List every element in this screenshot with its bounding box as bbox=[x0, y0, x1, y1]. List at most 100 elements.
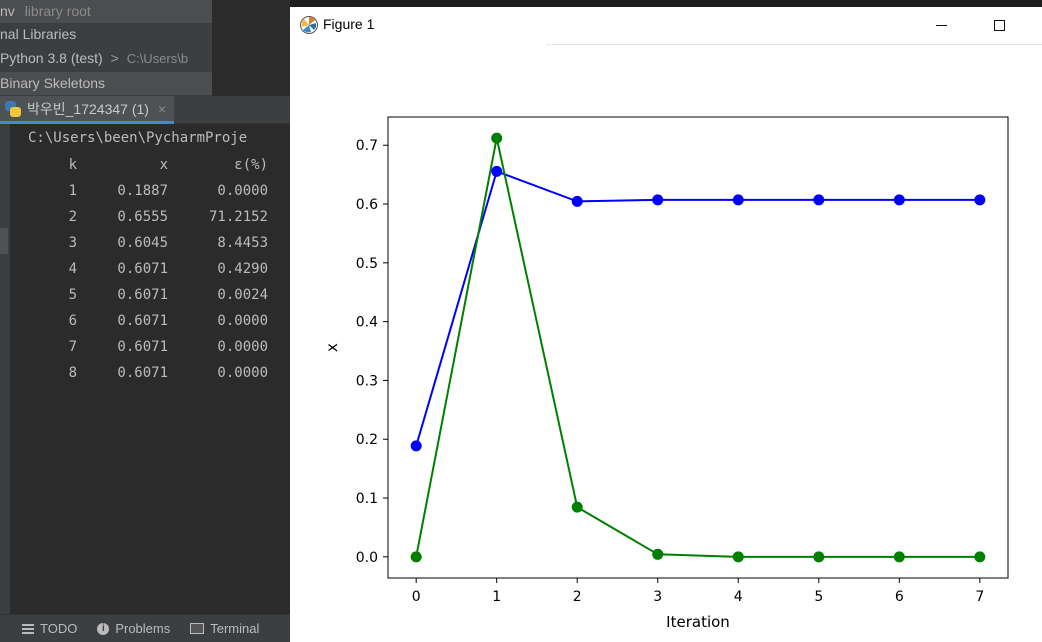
todo-button[interactable]: TODO bbox=[22, 621, 77, 636]
series-0-point bbox=[410, 440, 422, 452]
chevron-right-icon: > bbox=[110, 50, 119, 66]
window-top-edge bbox=[290, 0, 1042, 7]
tree-row-label: nal Libraries bbox=[0, 26, 77, 42]
terminal-label: Terminal bbox=[210, 621, 260, 636]
y-tick-label: 0.7 bbox=[356, 138, 378, 154]
cell-x: 0.6071 bbox=[117, 261, 168, 277]
series-1-point bbox=[410, 551, 422, 563]
table-row: 7 0.6071 0.0000 bbox=[10, 339, 290, 361]
tree-row-binary-skeletons[interactable]: Binary Skeletons bbox=[0, 72, 212, 95]
cell-x: 0.6045 bbox=[117, 235, 168, 251]
y-tick-label: 0.1 bbox=[356, 491, 378, 507]
tree-row-muted-label: library root bbox=[24, 3, 91, 19]
cell-k: 6 bbox=[68, 313, 77, 329]
table-row: 4 0.6071 0.4290 bbox=[10, 261, 290, 283]
table-header: k x ε(%) bbox=[10, 157, 290, 179]
python-icon bbox=[4, 100, 22, 118]
interpreter-path: C:\Users\b bbox=[126, 51, 189, 66]
cell-error: 0.4290 bbox=[217, 261, 268, 277]
axes-frame bbox=[387, 116, 1009, 579]
x-tick-label: 0 bbox=[412, 589, 421, 605]
problems-button[interactable]: i Problems bbox=[97, 621, 170, 636]
plot-canvas[interactable]: 0 1 2 3 4 5 6 7 0.0 0.1 0.2 0.3 0.4 0.5 0.6 0.7 Iteratio… bbox=[290, 44, 1042, 642]
cell-error: 71.2152 bbox=[208, 209, 268, 225]
table-row: 5 0.6071 0.0024 bbox=[10, 287, 290, 309]
panel-divider bbox=[212, 0, 290, 96]
series-0-line bbox=[415, 170, 980, 447]
series-0-point bbox=[974, 194, 986, 206]
cell-k: 3 bbox=[68, 235, 77, 251]
minimize-icon bbox=[935, 25, 947, 26]
run-tabbar: 박우빈_1724347 (1) × bbox=[0, 96, 290, 124]
tree-row-external-libraries[interactable]: nal Libraries bbox=[0, 23, 76, 46]
console-command: C:\Users\been\PycharmProje bbox=[28, 130, 248, 146]
cell-k: 2 bbox=[68, 209, 77, 225]
project-tree: nv library root nal Libraries Python 3.8… bbox=[0, 0, 290, 96]
cell-k: 7 bbox=[68, 339, 77, 355]
x-tick-label: 5 bbox=[814, 589, 823, 605]
titlebar-separator bbox=[546, 44, 1042, 45]
maximize-icon bbox=[993, 20, 1005, 31]
y-tick-label: 0.5 bbox=[356, 256, 378, 272]
series-0-point bbox=[491, 165, 503, 177]
table-row: 3 0.6045 8.4453 bbox=[10, 235, 290, 257]
series-1-point bbox=[893, 551, 905, 563]
minimize-button[interactable] bbox=[918, 7, 964, 44]
table-row: 8 0.6071 0.0000 bbox=[10, 365, 290, 387]
tree-row-label: Python 3.8 (test) bbox=[0, 50, 103, 66]
y-tick-label: 0.4 bbox=[356, 315, 378, 331]
y-tick-label: 0.3 bbox=[356, 373, 378, 389]
header-k: k bbox=[68, 157, 77, 173]
cell-x: 0.6555 bbox=[117, 209, 168, 225]
list-icon bbox=[22, 623, 34, 634]
pycharm-ide: nv library root nal Libraries Python 3.8… bbox=[0, 0, 290, 642]
run-toolbar-gutter bbox=[0, 124, 10, 614]
figure-titlebar[interactable]: Figure 1 bbox=[290, 7, 1042, 44]
cell-error: 0.0000 bbox=[217, 183, 268, 199]
x-tick-label: 3 bbox=[653, 589, 662, 605]
run-tab[interactable]: 박우빈_1724347 (1) × bbox=[0, 96, 175, 124]
table-row: 2 0.6555 71.2152 bbox=[10, 209, 290, 231]
cell-k: 5 bbox=[68, 287, 77, 303]
matplotlib-icon bbox=[300, 16, 318, 34]
line-chart: 0 1 2 3 4 5 6 7 0.0 0.1 0.2 0.3 0.4 0.5 0.6 0.7 Iteratio… bbox=[323, 116, 1009, 631]
series-1-point bbox=[652, 548, 664, 560]
problems-label: Problems bbox=[115, 621, 171, 636]
table-row: 6 0.6071 0.0000 bbox=[10, 313, 290, 335]
cell-error: 0.0000 bbox=[217, 339, 268, 355]
tree-row-label: nv bbox=[0, 3, 15, 19]
cell-error: 0.0000 bbox=[217, 313, 268, 329]
tree-row-venv[interactable]: nv library root bbox=[0, 0, 212, 23]
table-row: 1 0.1887 0.0000 bbox=[10, 183, 290, 205]
series-1-point bbox=[974, 551, 986, 563]
terminal-button[interactable]: Terminal bbox=[190, 621, 259, 636]
cell-k: 4 bbox=[68, 261, 77, 277]
close-icon[interactable]: × bbox=[157, 100, 167, 117]
series-0-point bbox=[732, 194, 744, 206]
series-1-line bbox=[415, 137, 980, 558]
series-1-point bbox=[732, 551, 744, 563]
x-tick-label: 7 bbox=[975, 589, 984, 605]
series-1-point bbox=[813, 551, 825, 563]
maximize-button[interactable] bbox=[976, 7, 1022, 44]
x-tick-label: 2 bbox=[573, 589, 582, 605]
run-tab-label: 박우빈_1724347 (1) bbox=[27, 100, 149, 117]
cell-x: 0.6071 bbox=[117, 287, 168, 303]
header-error: ε(%) bbox=[234, 157, 268, 173]
terminal-icon bbox=[190, 623, 205, 634]
figure-title: Figure 1 bbox=[323, 16, 375, 32]
x-tick-label: 1 bbox=[492, 589, 501, 605]
x-tick-label: 4 bbox=[734, 589, 743, 605]
y-tick-label: 0.0 bbox=[356, 550, 378, 566]
gutter-button[interactable] bbox=[0, 228, 8, 254]
cell-error: 8.4453 bbox=[217, 235, 268, 251]
tree-row-python-interpreter[interactable]: Python 3.8 (test) > C:\Users\b bbox=[0, 47, 188, 70]
header-x: x bbox=[159, 157, 168, 173]
cell-error: 0.0024 bbox=[217, 287, 268, 303]
x-tick-label: 6 bbox=[895, 589, 904, 605]
cell-x: 0.6071 bbox=[117, 339, 168, 355]
x-axis-label: Iteration bbox=[666, 613, 730, 631]
cell-k: 1 bbox=[68, 183, 77, 199]
figure-window: Figure 1 0 1 2 3 4 5 6 7 0.0 0.1 0.2 0.3 0.4 0.5 0.6 0.… bbox=[290, 0, 1042, 642]
y-tick-label: 0.6 bbox=[356, 197, 378, 213]
